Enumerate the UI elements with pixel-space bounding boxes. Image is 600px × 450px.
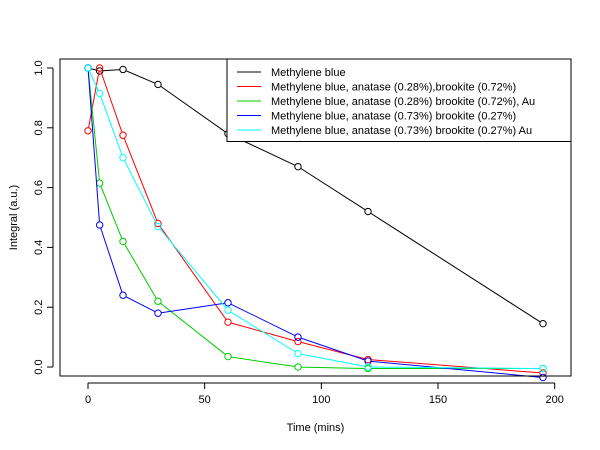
data-point	[539, 319, 547, 328]
data-point	[364, 357, 372, 365]
series-line-segment	[102, 69, 120, 72]
legend-item: Methylene blue	[237, 67, 346, 79]
data-point	[154, 222, 162, 231]
series-2	[84, 64, 547, 377]
data-point	[294, 162, 302, 171]
series-line-segment	[300, 337, 366, 361]
y-axis-title: Integral (a.u.)	[8, 185, 20, 250]
series-line-segment	[87, 71, 100, 222]
data-point	[364, 207, 372, 216]
series-line-segment	[301, 353, 365, 367]
legend-item: Methylene blue, anatase (0.28%) brookite…	[237, 96, 535, 108]
data-point	[95, 221, 104, 229]
data-point	[154, 297, 162, 305]
series-line-segment	[231, 356, 295, 368]
data-point	[119, 291, 127, 299]
series-line-segment	[88, 70, 99, 91]
data-point	[294, 363, 302, 371]
data-point	[364, 363, 372, 371]
data-point	[154, 219, 162, 228]
data-point	[95, 64, 104, 72]
series-line-segment	[300, 167, 366, 211]
legend-label: Methylene blue, anatase (0.28%),brookite…	[271, 82, 516, 94]
series-line-segment	[301, 366, 365, 369]
y-tick-label: 0.0	[33, 359, 45, 374]
series-line-segment	[87, 71, 100, 180]
x-tick-label: 50	[199, 394, 211, 406]
data-point	[224, 318, 232, 326]
series-line-segment	[125, 296, 156, 313]
legend-label: Methylene blue, anatase (0.28%) brookite…	[271, 96, 535, 108]
y-tick-label: 0.4	[33, 240, 45, 255]
series-line-segment	[88, 71, 100, 128]
legend: Methylene blue Methylene blue, anatase (0…	[226, 58, 572, 142]
series-line-segment	[100, 227, 123, 293]
legend-label: Methylene blue	[271, 67, 346, 79]
data-point	[224, 299, 232, 307]
series-line-segment	[159, 228, 227, 309]
y-tick-label: 0.8	[33, 120, 45, 135]
y-axis: 0.0 0.2 0.4 0.6 0.8 1.0	[33, 60, 54, 375]
series-line-segment	[100, 185, 123, 239]
data-point	[84, 127, 92, 135]
data-point	[294, 349, 302, 358]
data-point	[224, 352, 232, 361]
data-point	[539, 373, 547, 382]
series-line-segment	[230, 303, 296, 337]
series-line-segment	[125, 70, 156, 84]
legend-label: Methylene blue, anatase (0.73%) brookite…	[271, 125, 532, 137]
data-point	[95, 67, 104, 75]
data-point	[119, 237, 127, 246]
series-line-segment	[230, 311, 296, 353]
legend-box	[226, 58, 572, 142]
data-point	[84, 64, 92, 72]
series-line-segment	[160, 85, 226, 133]
series-line-segment	[123, 138, 158, 221]
series-line-segment	[371, 366, 540, 369]
series-line-segment	[124, 243, 157, 299]
data-point	[364, 364, 372, 373]
series-line-segment	[100, 70, 123, 133]
data-point	[154, 309, 162, 317]
data-point	[95, 89, 104, 98]
data-point	[224, 306, 232, 314]
x-axis-title: Time (mins)	[287, 422, 345, 434]
data-point	[294, 333, 302, 341]
legend-item: Methylene blue, anatase (0.73%) brookite…	[237, 111, 516, 123]
legend-label: Methylene blue, anatase (0.73%) brookite…	[271, 111, 516, 123]
y-tick-label: 0.6	[33, 180, 45, 195]
y-tick-label: 1.0	[33, 60, 45, 75]
series-line-segment	[100, 96, 123, 155]
data-point	[294, 337, 302, 346]
series-line-segment	[160, 302, 226, 355]
plot-area	[84, 64, 547, 382]
legend-item: Methylene blue, anatase (0.73%) brookite…	[237, 125, 532, 137]
data-point	[119, 65, 127, 74]
series-line-segment	[370, 212, 541, 323]
x-tick-label: 150	[429, 394, 447, 406]
data-point	[364, 355, 372, 364]
data-point	[154, 80, 162, 89]
data-point	[95, 179, 104, 187]
series-line-segment	[90, 68, 97, 71]
x-tick-label: 200	[545, 394, 563, 406]
data-point	[539, 364, 547, 373]
series-line-segment	[371, 360, 540, 378]
series-line-segment	[161, 302, 225, 314]
series-line-segment	[124, 160, 157, 224]
legend-item: Methylene blue, anatase (0.28%),brookite…	[237, 82, 516, 94]
series-line-segment	[371, 359, 540, 374]
x-tick-label: 100	[312, 394, 330, 406]
x-axis: 0 50 100 150 200	[85, 382, 564, 406]
x-tick-label: 0	[85, 394, 91, 406]
y-tick-label: 0.2	[33, 300, 45, 315]
series-5	[84, 64, 547, 373]
data-point	[119, 131, 127, 139]
data-point	[119, 153, 127, 162]
